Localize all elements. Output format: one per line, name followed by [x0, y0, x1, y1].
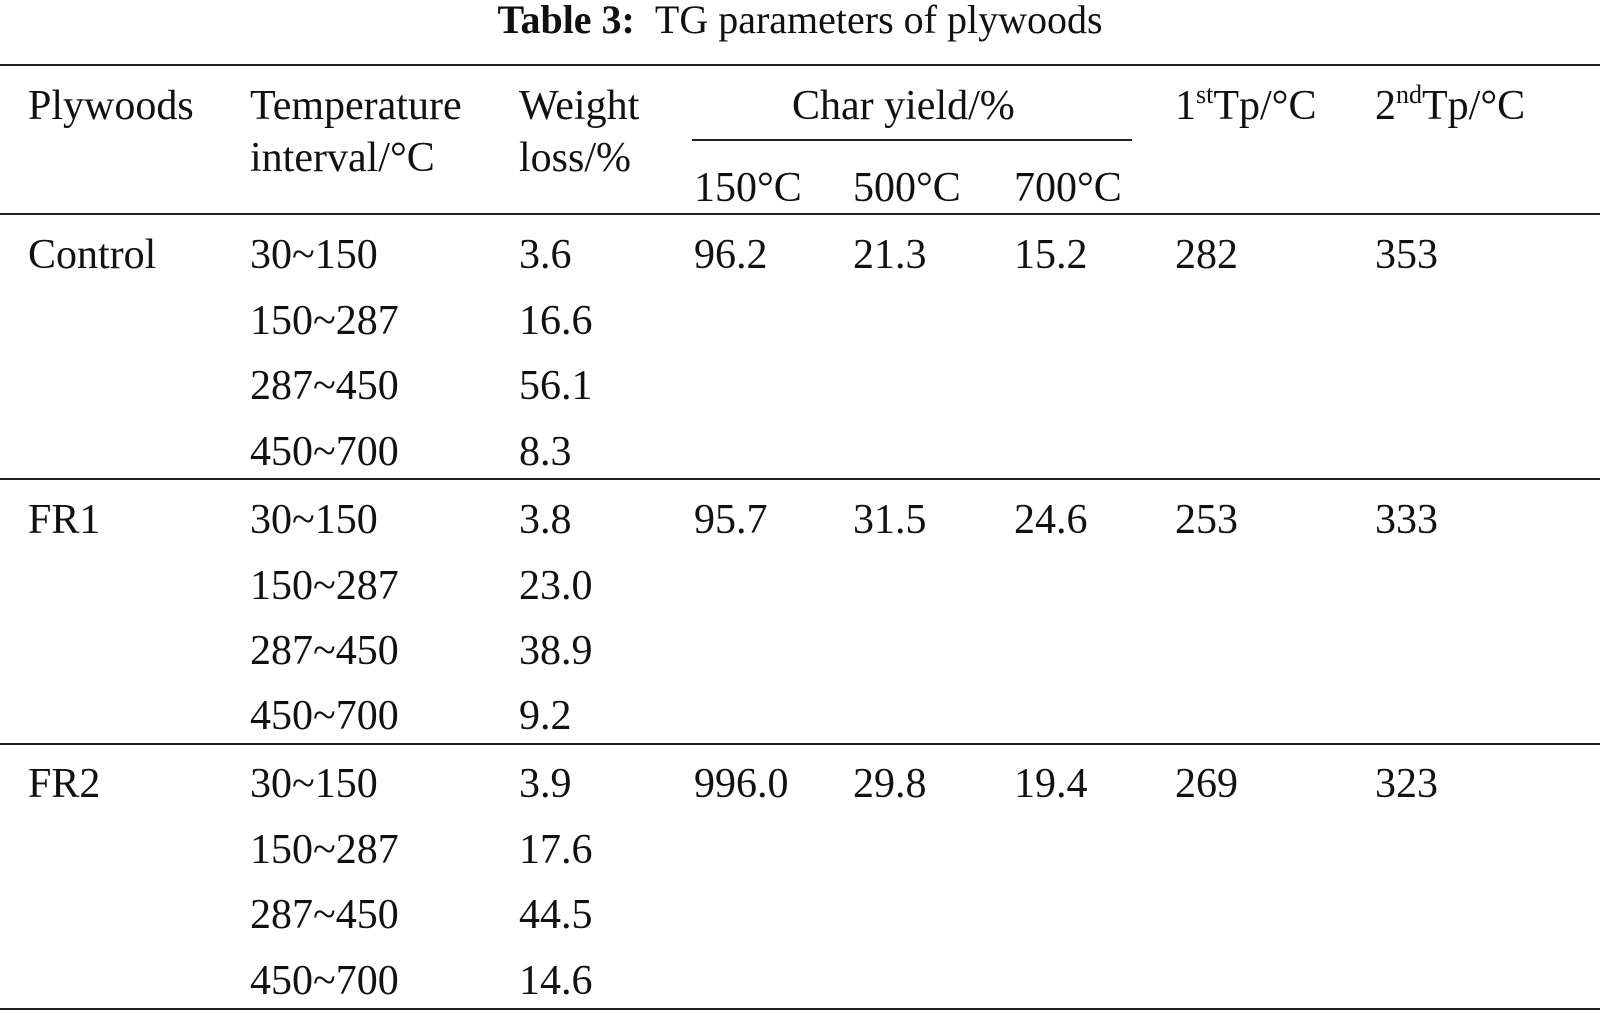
table-caption-text: TG parameters of plywoods: [654, 0, 1103, 42]
weight-loss: 3.6: [519, 232, 572, 278]
header-bottom-rule: [0, 213, 1600, 215]
header-tp1-unit: Tp/°C: [1213, 83, 1317, 129]
header-plywoods: Plywoods: [28, 83, 194, 129]
header-tp2-number: 2: [1375, 83, 1396, 129]
header-temperature-line2: interval/°C: [250, 135, 435, 181]
char-yield-500: 21.3: [853, 232, 927, 278]
group-divider-control-fr1: [0, 478, 1600, 480]
temperature-interval: 30~150: [250, 232, 378, 278]
first-peak-temperature: 269: [1175, 761, 1238, 807]
header-tp2-unit: Tp/°C: [1422, 83, 1526, 129]
second-peak-temperature: 333: [1375, 497, 1438, 543]
char-yield-700: 19.4: [1014, 761, 1088, 807]
char-yield-700: 24.6: [1014, 497, 1088, 543]
weight-loss: 14.6: [519, 958, 593, 1004]
char-yield-150: 96.2: [694, 232, 768, 278]
group-divider-fr1-fr2: [0, 743, 1600, 745]
header-first-peak-temperature: 1stTp/°C: [1175, 80, 1316, 137]
table-bottom-rule: [0, 1008, 1600, 1010]
header-weight-line1: Weight: [519, 83, 640, 129]
first-peak-temperature: 253: [1175, 497, 1238, 543]
header-char-yield: Char yield/%: [792, 83, 1015, 129]
weight-loss: 23.0: [519, 563, 593, 609]
header-char-500: 500°C: [853, 165, 961, 211]
temperature-interval: 30~150: [250, 761, 378, 807]
char-yield-500: 29.8: [853, 761, 927, 807]
weight-loss: 9.2: [519, 693, 572, 739]
char-yield-500: 31.5: [853, 497, 927, 543]
weight-loss: 44.5: [519, 892, 593, 938]
header-char-700: 700°C: [1014, 165, 1122, 211]
header-tp1-superscript: st: [1196, 80, 1214, 109]
header-temperature-line1: Temperature: [250, 83, 462, 129]
second-peak-temperature: 353: [1375, 232, 1438, 278]
plywood-name: Control: [28, 232, 157, 278]
char-yield-150: 996.0: [694, 761, 789, 807]
temperature-interval: 150~287: [250, 827, 399, 873]
weight-loss: 38.9: [519, 628, 593, 674]
temperature-interval: 150~287: [250, 563, 399, 609]
first-peak-temperature: 282: [1175, 232, 1238, 278]
temperature-interval: 287~450: [250, 628, 399, 674]
plywood-name: FR1: [28, 497, 101, 543]
temperature-interval: 30~150: [250, 497, 378, 543]
weight-loss: 56.1: [519, 363, 593, 409]
temperature-interval: 450~700: [250, 958, 399, 1004]
weight-loss: 3.8: [519, 497, 572, 543]
header-tp2-superscript: nd: [1396, 80, 1422, 109]
header-tp1-number: 1: [1175, 83, 1196, 129]
weight-loss: 8.3: [519, 429, 572, 475]
temperature-interval: 150~287: [250, 298, 399, 344]
weight-loss: 3.9: [519, 761, 572, 807]
plywood-name: FR2: [28, 761, 101, 807]
temperature-interval: 287~450: [250, 363, 399, 409]
temperature-interval: 450~700: [250, 429, 399, 475]
second-peak-temperature: 323: [1375, 761, 1438, 807]
header-char-150: 150°C: [694, 165, 802, 211]
header-second-peak-temperature: 2ndTp/°C: [1375, 80, 1525, 137]
table-top-rule: [0, 64, 1600, 66]
temperature-interval: 287~450: [250, 892, 399, 938]
char-yield-700: 15.2: [1014, 232, 1088, 278]
table-caption-label: Table 3:: [497, 0, 635, 42]
char-yield-150: 95.7: [694, 497, 768, 543]
weight-loss: 16.6: [519, 298, 593, 344]
header-weight-line2: loss/%: [519, 135, 632, 181]
weight-loss: 17.6: [519, 827, 593, 873]
char-yield-subrule: [692, 139, 1132, 141]
table-caption: Table 3: TG parameters of plywoods: [0, 0, 1600, 40]
temperature-interval: 450~700: [250, 693, 399, 739]
